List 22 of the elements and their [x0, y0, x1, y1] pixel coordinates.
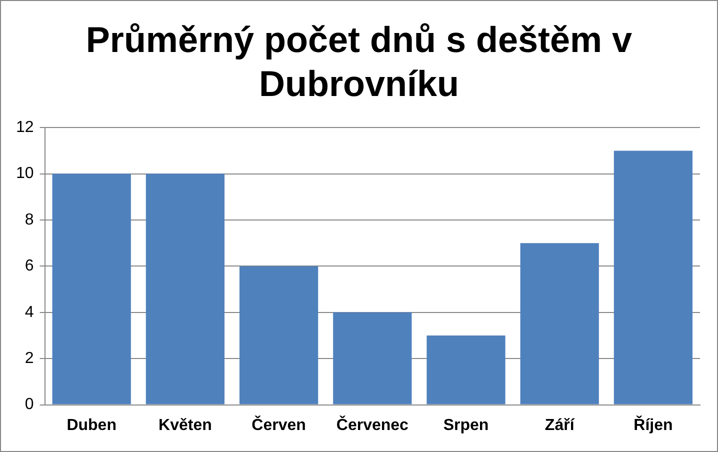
- y-tick-label: 10: [16, 165, 34, 182]
- bar: [333, 312, 412, 404]
- x-tick-label: Červen: [252, 414, 306, 434]
- y-tick-label: 2: [24, 350, 34, 368]
- bar: [146, 174, 225, 404]
- bar: [426, 336, 506, 404]
- y-tick-label: 8: [24, 211, 34, 228]
- x-tick-label: Říjen: [634, 414, 673, 434]
- bar: [239, 266, 318, 404]
- x-tick-label: Červenec: [336, 414, 409, 434]
- bar: [614, 150, 693, 404]
- x-tick-label: Září: [544, 416, 575, 434]
- y-tick-label: 4: [24, 304, 34, 321]
- y-tick-label: 12: [16, 119, 34, 136]
- bar: [52, 174, 131, 404]
- x-tick-label: Srpen: [443, 416, 489, 434]
- bar: [520, 243, 599, 404]
- chart-title: Průměrný počet dnů s deštěm v Dubrovníku: [84, 18, 634, 106]
- x-tick-label: Duben: [66, 416, 116, 434]
- y-tick-label: 0: [24, 396, 34, 414]
- x-tick-label: Květen: [158, 416, 212, 434]
- y-tick-label: 6: [24, 258, 34, 275]
